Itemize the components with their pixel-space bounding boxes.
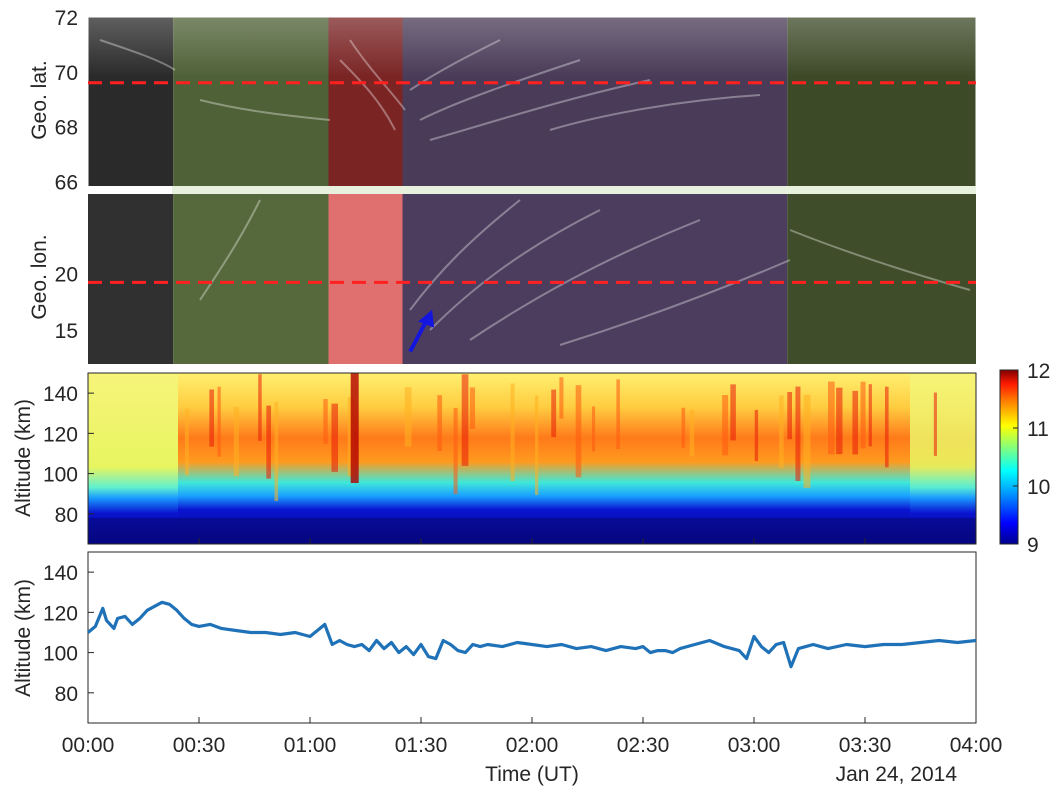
- ewogram-segment-red: [329, 194, 403, 364]
- heatmap-column: [470, 387, 475, 428]
- colorbar-tick-label: 11: [1027, 418, 1049, 441]
- keogram-y-label: Geo. lat.: [28, 60, 51, 139]
- heatmap-column: [258, 374, 261, 441]
- time-tick-label: 03:00: [728, 734, 781, 757]
- heatmap-y-tick-label: 80: [55, 504, 78, 527]
- heatmap-column: [885, 387, 889, 468]
- heatmap-column: [234, 407, 239, 476]
- ewogram-y-tick-label: 20: [55, 263, 78, 286]
- heatmap-column: [535, 395, 538, 494]
- heatmap-column: [836, 388, 842, 454]
- heatmap-y-tick-label: 140: [43, 383, 78, 406]
- ewogram-segment-purple: [403, 194, 788, 364]
- heatmap-column: [454, 408, 458, 494]
- heatmap-column: [511, 384, 515, 481]
- heatmap-column: [755, 410, 758, 461]
- heatmap-column: [331, 404, 338, 472]
- keogram-y-ticks: 66 68 70 72: [55, 7, 78, 195]
- line-y-tick-label: 100: [43, 643, 78, 666]
- colorbar-ticks: 9 10 11 12: [1013, 360, 1050, 557]
- heatmap-column: [852, 391, 858, 454]
- time-axis-label: Time (UT): [485, 763, 579, 786]
- colorbar: 9 10 11 12: [1000, 360, 1050, 557]
- heatmap-y-ticks: 80 100 120 140: [43, 383, 94, 527]
- heatmap-column: [551, 390, 556, 438]
- keogram-panel: 66 68 70 72 Geo. lat.: [28, 7, 976, 195]
- time-tick-label: 01:30: [395, 734, 448, 757]
- heatmap-column: [266, 406, 271, 479]
- heatmap-column: [934, 393, 937, 456]
- line-y-tick-label: 140: [43, 562, 78, 585]
- heatmap-column: [576, 385, 582, 477]
- heatmap-column: [730, 384, 736, 440]
- keogram-color-segments: [88, 17, 976, 187]
- colorbar-bar: [1000, 370, 1018, 544]
- heatmap-column: [828, 382, 835, 455]
- heatmap-column: [616, 379, 620, 449]
- keogram-y-tick-label: 66: [55, 172, 78, 195]
- ewogram-segment-green: [787, 194, 976, 364]
- heatmap-y-label: Altitude (km): [12, 399, 35, 517]
- altitude-heatmap-panel: 80 100 120 140 Altitude (km): [12, 373, 976, 544]
- panel-divider-tint: [172, 186, 976, 194]
- heatmap-column: [462, 374, 469, 466]
- heatmap-column: [779, 396, 784, 468]
- time-tick-label: 00:00: [62, 734, 115, 757]
- date-label: Jan 24, 2014: [836, 763, 958, 786]
- time-tick-label: 00:30: [173, 734, 226, 757]
- heatmap-column: [681, 408, 685, 448]
- ewogram-y-tick-label: 15: [55, 320, 78, 343]
- line-y-tick-label: 80: [55, 683, 78, 706]
- time-tick-label: 03:30: [839, 734, 892, 757]
- heatmap-column: [869, 384, 872, 446]
- line-y-label: Altitude (km): [12, 579, 35, 697]
- ewogram-color-segments: [88, 194, 976, 364]
- heatmap-column: [861, 382, 866, 449]
- heatmap-column: [795, 387, 800, 481]
- time-tick-label: 02:30: [617, 734, 670, 757]
- colorbar-tick-label: 9: [1027, 534, 1039, 557]
- keogram-y-tick-label: 68: [55, 117, 78, 140]
- time-tick-label: 02:00: [506, 734, 559, 757]
- heatmap-column: [185, 409, 189, 476]
- keogram-y-tick-label: 72: [55, 7, 78, 30]
- heatmap-column: [592, 406, 595, 451]
- colorbar-tick-label: 12: [1027, 360, 1050, 383]
- heatmap-y-tick-label: 120: [43, 423, 78, 446]
- heatmap-column: [218, 387, 221, 457]
- keogram-glow: [88, 17, 976, 77]
- heatmap-column: [804, 395, 811, 488]
- keogram-y-tick-label: 70: [55, 62, 78, 85]
- ewogram-segment-none: [88, 194, 173, 364]
- heatmap-column: [559, 377, 563, 418]
- line-plot-area: [88, 552, 976, 723]
- heatmap-column: [323, 399, 327, 444]
- colorbar-tick-label: 10: [1027, 476, 1050, 499]
- altitude-line-panel: 80 100 120 140 Altitude (km): [12, 552, 976, 723]
- line-y-ticks: 80 100 120 140: [43, 562, 94, 706]
- ewogram-y-label: Geo. lon.: [28, 234, 51, 319]
- heatmap-column: [722, 395, 728, 455]
- time-tick-label: 04:00: [950, 734, 1003, 757]
- heatmap-peak-column: [351, 373, 359, 483]
- heatmap-column: [690, 410, 695, 457]
- heatmap-column: [787, 392, 792, 439]
- heatmap-column: [274, 402, 278, 501]
- heatmap-column: [209, 390, 214, 447]
- heatmap-y-tick-label: 100: [43, 464, 78, 487]
- heatmap-column: [437, 395, 442, 451]
- line-y-tick-label: 120: [43, 602, 78, 625]
- time-tick-label: 01:00: [284, 734, 337, 757]
- heatmap-column: [405, 387, 412, 446]
